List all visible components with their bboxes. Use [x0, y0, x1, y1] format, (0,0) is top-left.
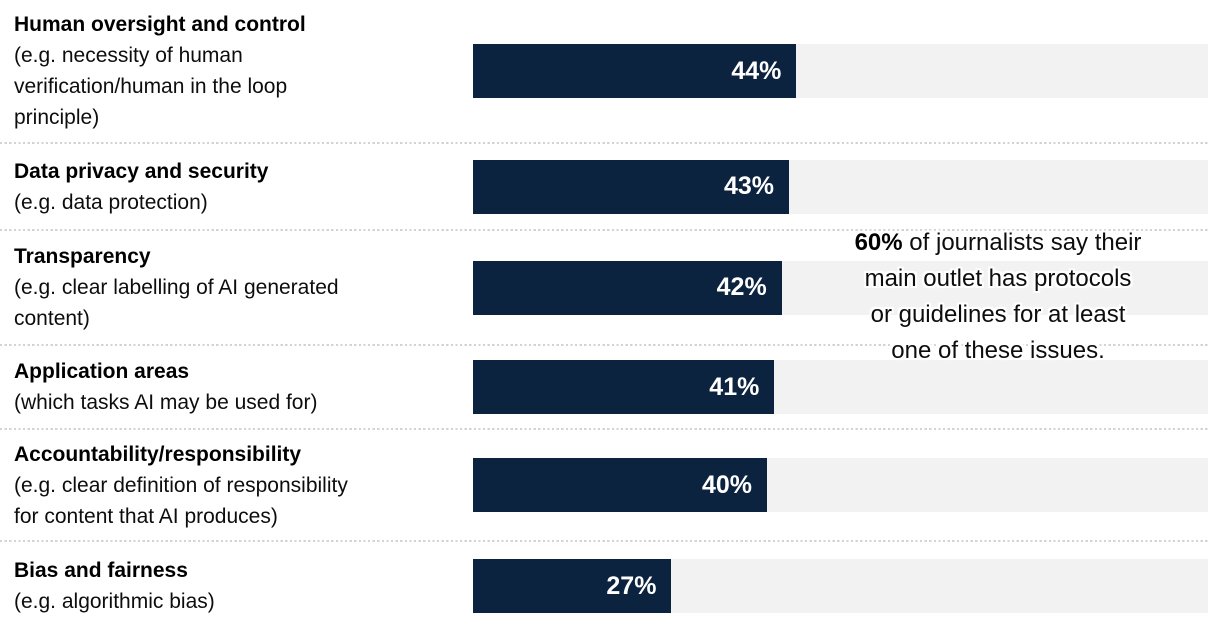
bar: 43% [473, 159, 790, 214]
annotation-line: or guidelines for at least [870, 301, 1126, 328]
bar-value-label: 40% [701, 470, 752, 499]
chart-row-human-oversight: Human oversight and control (e.g. necess… [0, 0, 1220, 142]
annotation-text: of journalists say their [909, 229, 1142, 256]
category-label: Human oversight and control (e.g. necess… [0, 9, 473, 133]
chart-row-data-privacy: Data privacy and security (e.g. data pro… [0, 144, 1220, 229]
bar-value-label: 41% [709, 372, 760, 401]
bar: 42% [473, 260, 782, 315]
category-label: Bias and fairness (e.g. algorithmic bias… [0, 555, 473, 617]
chart-row-application-areas: Application areas (which tasks AI may be… [0, 346, 1220, 428]
category-title: Application areas [14, 360, 190, 383]
row-divider [0, 142, 1208, 144]
bar-value-label: 27% [606, 571, 657, 600]
row-divider [0, 344, 1208, 346]
bar-value-label: 44% [731, 56, 782, 85]
category-label: Accountability/responsibility (e.g. clea… [0, 439, 473, 532]
annotation-callout: 60% of journalists say their main outlet… [788, 225, 1208, 369]
category-subtitle: (which tasks AI may be used for) [14, 391, 318, 414]
bar-track: 40% [473, 458, 1208, 512]
bar-track: 42% [473, 260, 1208, 315]
row-divider [0, 540, 1208, 542]
chart-row-transparency: Transparency (e.g. clear labelling of AI… [0, 231, 1220, 344]
bar-track: 44% [473, 44, 1208, 98]
bar-track: 27% [473, 559, 1208, 613]
category-label: Application areas (which tasks AI may be… [0, 356, 473, 418]
category-title: Bias and fairness [14, 559, 188, 582]
bar: 40% [473, 458, 767, 512]
category-subtitle: (e.g. clear definition of responsibility… [14, 473, 348, 528]
category-subtitle: (e.g. necessity of human verification/hu… [14, 44, 288, 129]
bar-value-label: 43% [724, 172, 775, 200]
category-title: Accountability/responsibility [14, 442, 302, 466]
bar: 27% [473, 559, 672, 613]
bar: 44% [473, 44, 797, 98]
annotation-line: one of these issues. [891, 337, 1105, 364]
bar-track: 43% [473, 159, 1208, 214]
annotation-line: main outlet has protocols [864, 265, 1132, 292]
category-title: Transparency [14, 245, 151, 268]
category-subtitle: (e.g. data protection) [14, 190, 208, 214]
category-label: Transparency (e.g. clear labelling of AI… [0, 241, 473, 334]
row-divider [0, 229, 1208, 231]
row-divider [0, 428, 1208, 430]
chart-row-bias-fairness: Bias and fairness (e.g. algorithmic bias… [0, 542, 1220, 630]
chart-row-accountability: Accountability/responsibility (e.g. clea… [0, 430, 1220, 540]
bar: 41% [473, 360, 775, 414]
category-title: Data privacy and security [14, 159, 269, 183]
category-subtitle: (e.g. algorithmic bias) [14, 590, 215, 613]
annotation-bold-stat: 60% [854, 229, 903, 256]
annotation-line: 60% of journalists say their [788, 225, 1208, 261]
bar-track: 41% [473, 360, 1208, 414]
category-subtitle: (e.g. clear labelling of AI generated co… [14, 276, 339, 330]
bar-value-label: 42% [716, 273, 767, 301]
category-title: Human oversight and control [14, 13, 306, 36]
category-label: Data privacy and security (e.g. data pro… [0, 156, 473, 218]
